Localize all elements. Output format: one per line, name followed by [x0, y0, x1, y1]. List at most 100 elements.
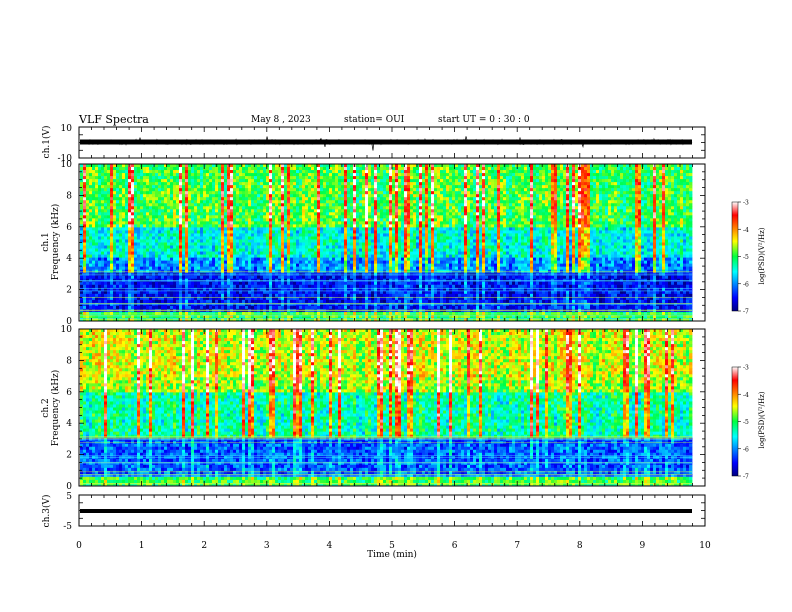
spectrogram-cell: [401, 224, 405, 228]
spectrogram-cell: [182, 191, 186, 195]
spectrogram-cell: [644, 185, 648, 189]
spectrogram-cell: [224, 212, 228, 216]
spectrogram-cell: [341, 194, 345, 198]
spectrogram-cell: [203, 230, 207, 234]
spectrogram-cell: [248, 203, 252, 207]
spectrogram-cell: [458, 197, 462, 201]
spectrogram-cell: [407, 185, 411, 189]
spectrogram-cell: [377, 179, 381, 183]
spectrogram-cell: [218, 179, 222, 183]
spectrogram-cell: [395, 224, 399, 228]
spectrogram-cell: [422, 194, 426, 198]
spectrogram-cell: [92, 212, 96, 216]
spectrogram-cell: [326, 191, 330, 195]
spectrogram-cell: [644, 164, 648, 168]
spectrogram-cell: [557, 173, 561, 177]
spectrogram-cell: [470, 218, 474, 222]
spectrogram-cell: [530, 170, 534, 174]
spectrogram-cell: [473, 173, 477, 177]
spectrogram-cell: [83, 188, 87, 192]
spectrogram-cell: [320, 194, 324, 198]
spectrogram-cell: [152, 176, 156, 180]
spectrogram-cell: [281, 185, 285, 189]
spectrogram-cell: [599, 227, 603, 231]
spectrogram-cell: [494, 221, 498, 225]
spectrogram-cell: [233, 224, 237, 228]
spectrogram-cell: [200, 164, 204, 168]
spectrogram-cell: [209, 191, 213, 195]
spectrogram-cell: [128, 221, 132, 225]
spectrogram-cell: [224, 173, 228, 177]
spectrogram-cell: [134, 173, 138, 177]
spectrogram-cell: [251, 209, 255, 213]
spectrogram-cell: [641, 194, 645, 198]
spectrogram-cell: [560, 218, 564, 222]
spectrogram-cell: [368, 191, 372, 195]
spectrogram-cell: [221, 209, 225, 213]
spectrogram-cell: [674, 185, 678, 189]
spectrogram-cell: [380, 206, 384, 210]
spectrogram-cell: [674, 176, 678, 180]
spectrogram-cell: [515, 233, 519, 237]
spectrogram-cell: [434, 221, 438, 225]
spectrogram-cell: [197, 233, 201, 237]
spectrogram-cell: [599, 215, 603, 219]
spectrogram-cell: [251, 185, 255, 189]
spectrogram-cell: [434, 209, 438, 213]
spectrogram-cell: [545, 194, 549, 198]
spectrogram-cell: [371, 167, 375, 171]
spectrogram-cell: [596, 191, 600, 195]
spectrogram-cell: [218, 212, 222, 216]
spectrogram-cell: [173, 209, 177, 213]
spectrogram-cell: [299, 215, 303, 219]
spectrogram-cell: [668, 212, 672, 216]
spectrogram-cell: [332, 206, 336, 210]
spectrogram-cell: [686, 209, 690, 213]
spectrogram-cell: [398, 224, 402, 228]
spectrogram-cell: [239, 233, 243, 237]
spectrogram-cell: [503, 230, 507, 234]
spectrogram-cell: [587, 203, 591, 207]
spectrogram-cell: [356, 221, 360, 225]
spectrogram-cell: [197, 164, 201, 168]
spectrogram-cell: [191, 200, 195, 204]
spectrogram-cell: [626, 221, 630, 225]
spectrogram-cell: [284, 167, 288, 171]
spectrogram-cell: [533, 221, 537, 225]
spectrogram-cell: [530, 179, 534, 183]
spectrogram-cell: [284, 218, 288, 222]
spectrogram-cell: [212, 230, 216, 234]
spectrogram-cell: [617, 176, 621, 180]
spectrogram-cell: [572, 194, 576, 198]
spectrogram-cell: [242, 212, 246, 216]
spectrogram-cell: [332, 203, 336, 207]
spectrogram-cell: [536, 176, 540, 180]
spectrogram-cell: [473, 188, 477, 192]
spectrogram-cell: [449, 191, 453, 195]
spectrogram-cell: [92, 200, 96, 204]
spectrogram-cell: [323, 215, 327, 219]
spectrogram-cell: [296, 170, 300, 174]
spectrogram-cell: [380, 188, 384, 192]
spectrogram-cell: [617, 167, 621, 171]
spectrogram-cell: [401, 218, 405, 222]
spectrogram-cell: [590, 200, 594, 204]
spectrogram-cell: [590, 221, 594, 225]
spectrogram-cell: [314, 167, 318, 171]
spectrogram-cell: [461, 212, 465, 216]
spectrogram-cell: [566, 194, 570, 198]
spectrogram-cell: [122, 203, 126, 207]
spectrogram-cell: [323, 176, 327, 180]
spectrogram-cell: [404, 194, 408, 198]
spectrogram-cell: [320, 227, 324, 231]
spectrogram-cell: [413, 197, 417, 201]
spectrogram-cell: [176, 182, 180, 186]
spectrogram-cell: [461, 197, 465, 201]
spectrogram-cell: [194, 209, 198, 213]
spectrogram-cell: [242, 167, 246, 171]
spectrogram-cell: [254, 182, 258, 186]
spectrogram-cell: [176, 203, 180, 207]
spectrogram-cell: [404, 230, 408, 234]
spectrogram-cell: [245, 188, 249, 192]
spectrogram-cell: [515, 167, 519, 171]
